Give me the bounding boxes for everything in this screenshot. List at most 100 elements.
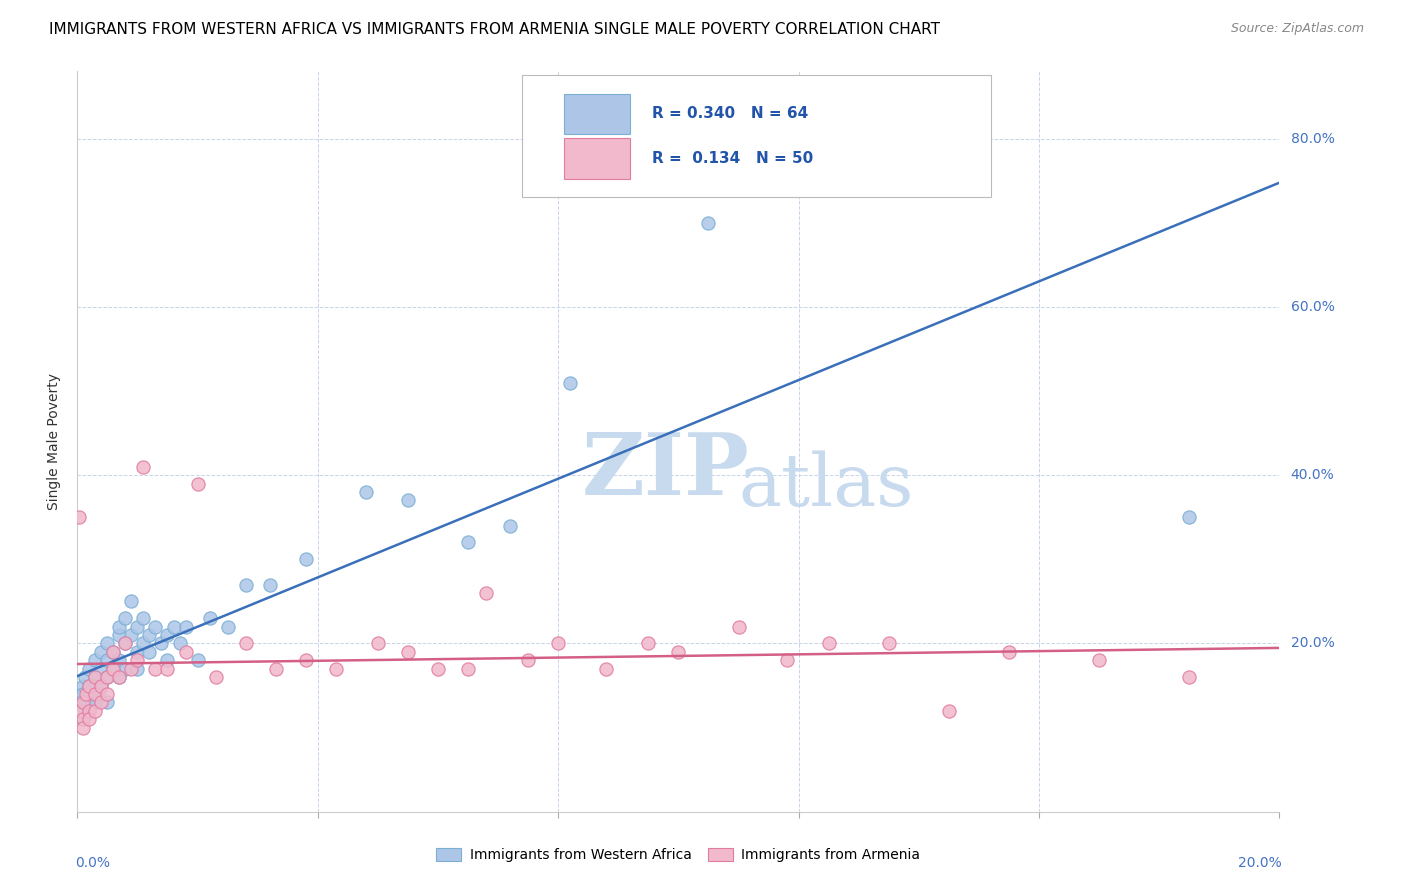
Point [75, 687, 97, 701]
Text: 0.0%: 0.0% [75, 856, 110, 870]
Point [517, 653, 540, 667]
Point [84, 653, 107, 667]
Point [145, 619, 167, 633]
Point [637, 636, 659, 650]
Point [82, 695, 104, 709]
Point [127, 645, 149, 659]
Point [145, 662, 167, 676]
Point [775, 653, 797, 667]
Y-axis label: Single Male Poverty: Single Male Poverty [46, 373, 60, 510]
Point [103, 662, 125, 676]
Point [114, 662, 136, 676]
Point [396, 645, 419, 659]
Point [108, 653, 131, 667]
Point [697, 216, 720, 230]
Point [90, 695, 112, 709]
Text: 60.0%: 60.0% [1291, 300, 1334, 314]
Point [79, 712, 101, 726]
Point [79, 704, 101, 718]
Point [79, 662, 101, 676]
Point [114, 636, 136, 650]
FancyBboxPatch shape [564, 94, 630, 135]
Point [72, 721, 94, 735]
Point [72, 687, 94, 701]
FancyBboxPatch shape [522, 75, 991, 197]
Point [186, 476, 209, 491]
Point [120, 594, 142, 608]
Point [457, 662, 479, 676]
Point [1178, 670, 1201, 684]
Point [96, 636, 118, 650]
Point [1088, 653, 1111, 667]
Point [156, 628, 179, 642]
Point [138, 645, 160, 659]
Point [938, 148, 960, 162]
Point [90, 662, 112, 676]
Point [294, 653, 316, 667]
Text: 20.0%: 20.0% [1291, 637, 1334, 650]
Text: Source: ZipAtlas.com: Source: ZipAtlas.com [1230, 22, 1364, 36]
Point [87, 687, 110, 701]
Text: atlas: atlas [738, 450, 914, 521]
Point [103, 662, 125, 676]
Point [138, 628, 160, 642]
Point [79, 679, 101, 693]
Point [84, 679, 107, 693]
Point [259, 577, 281, 591]
Point [367, 636, 389, 650]
Point [96, 695, 118, 709]
Point [560, 376, 582, 390]
Point [84, 687, 107, 701]
Point [69, 695, 91, 709]
Text: 40.0%: 40.0% [1291, 468, 1334, 483]
Point [79, 704, 101, 718]
Point [354, 485, 377, 500]
Point [174, 619, 197, 633]
Point [84, 687, 107, 701]
Text: R = 0.340   N = 64: R = 0.340 N = 64 [652, 106, 808, 121]
Point [457, 535, 479, 549]
Point [96, 687, 118, 701]
Point [499, 518, 522, 533]
Point [96, 670, 118, 684]
Point [72, 712, 94, 726]
Point [204, 670, 226, 684]
Point [174, 645, 197, 659]
Point [198, 611, 221, 625]
Point [156, 653, 179, 667]
Point [79, 679, 101, 693]
Point [132, 459, 155, 474]
Point [877, 636, 900, 650]
Point [84, 670, 107, 684]
Point [84, 670, 107, 684]
Point [108, 670, 131, 684]
Point [96, 670, 118, 684]
Point [69, 704, 91, 718]
FancyBboxPatch shape [564, 138, 630, 178]
Point [998, 645, 1021, 659]
Point [235, 636, 257, 650]
Point [217, 619, 239, 633]
Point [114, 611, 136, 625]
Point [475, 586, 498, 600]
Point [75, 695, 97, 709]
Point [96, 653, 118, 667]
Point [325, 662, 347, 676]
Point [90, 679, 112, 693]
Point [103, 645, 125, 659]
Point [120, 628, 142, 642]
Point [132, 611, 155, 625]
Point [186, 653, 209, 667]
Point [72, 695, 94, 709]
Point [84, 695, 107, 709]
Point [668, 645, 690, 659]
Point [70, 704, 93, 718]
Point [127, 662, 149, 676]
Text: 20.0%: 20.0% [1239, 856, 1282, 870]
Point [595, 662, 617, 676]
Text: ZIP: ZIP [582, 429, 749, 513]
Text: IMMIGRANTS FROM WESTERN AFRICA VS IMMIGRANTS FROM ARMENIA SINGLE MALE POVERTY CO: IMMIGRANTS FROM WESTERN AFRICA VS IMMIGR… [49, 22, 941, 37]
Text: 80.0%: 80.0% [1291, 132, 1334, 145]
Point [127, 653, 149, 667]
Point [114, 636, 136, 650]
